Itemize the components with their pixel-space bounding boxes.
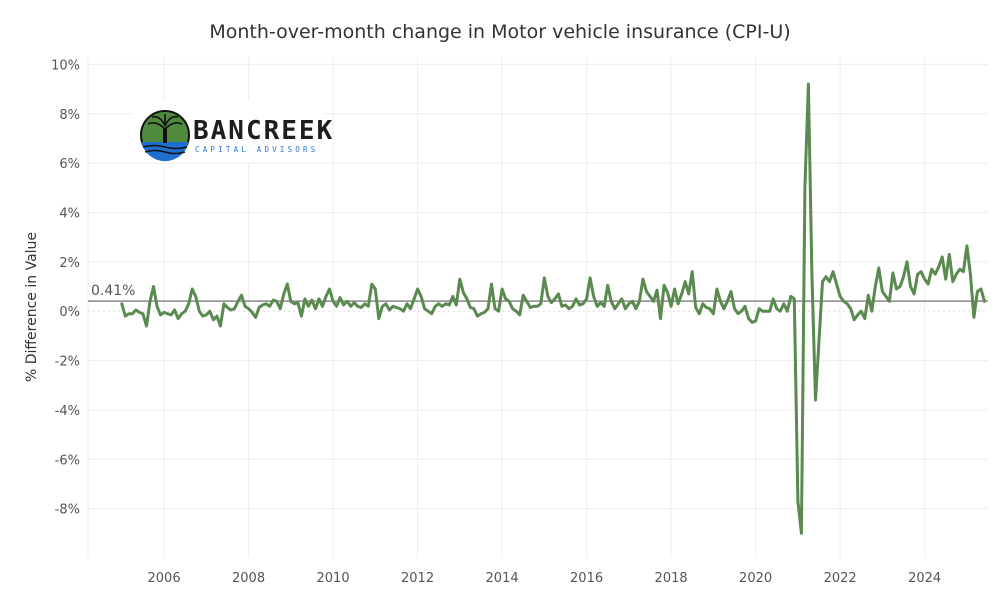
series-layer [120, 82, 986, 535]
x-axis-ticks: 2006 2008 2010 2012 2014 2016 2018 2020 2022 2024 [148, 571, 942, 586]
y-tick-label: -6% [55, 453, 80, 468]
y-tick-label: 10% [51, 58, 80, 73]
bancreek-logo: BANCREEK CAPITAL ADVISORS [133, 100, 334, 162]
y-tick-label: 2% [59, 256, 80, 271]
average-reference-label: 0.41% [91, 283, 135, 299]
x-tick-label: 2018 [655, 571, 688, 586]
x-tick-label: 2012 [401, 571, 434, 586]
x-tick-label: 2008 [232, 571, 265, 586]
y-tick-label: 4% [59, 206, 80, 221]
chart-title: Month-over-month change in Motor vehicle… [209, 21, 790, 43]
x-tick-label: 2006 [148, 571, 181, 586]
x-tick-label: 2014 [486, 571, 519, 586]
y-tick-label: 0% [59, 305, 80, 320]
reference-line-group: 0.41% [88, 283, 988, 302]
y-axis-title: % Difference in Value [24, 232, 40, 382]
x-tick-label: 2022 [824, 571, 857, 586]
y-tick-label: -2% [55, 355, 80, 370]
x-tick-label: 2010 [317, 571, 350, 586]
x-tick-label: 2024 [908, 571, 941, 586]
y-tick-label: 8% [59, 108, 80, 123]
series-line [120, 82, 986, 535]
y-tick-label: -8% [55, 503, 80, 518]
logo-tagline: CAPITAL ADVISORS [195, 145, 318, 154]
y-tick-label: 6% [59, 157, 80, 172]
x-tick-label: 2020 [739, 571, 772, 586]
x-tick-label: 2016 [570, 571, 603, 586]
y-axis-ticks: 10% 8% 6% 4% 2% 0% -2% -4% -6% -8% [51, 58, 80, 517]
logo-name: BANCREEK [193, 116, 334, 146]
y-tick-label: -4% [55, 404, 80, 419]
tree-emblem-icon [140, 110, 190, 162]
